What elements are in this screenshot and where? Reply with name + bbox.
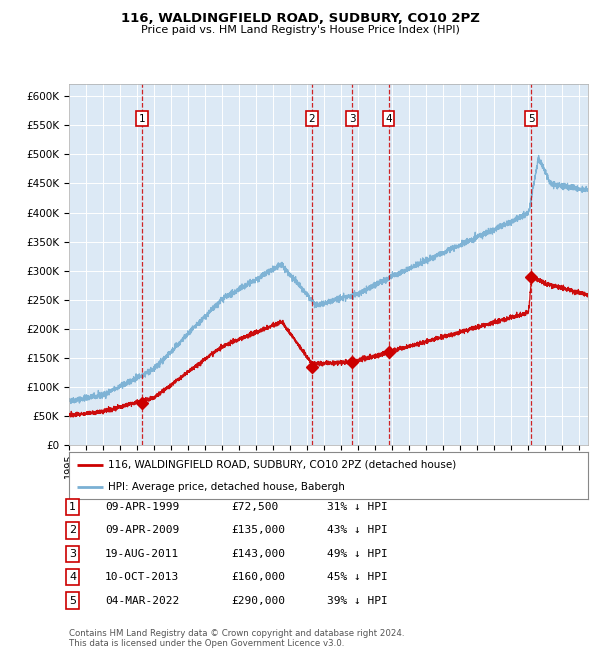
Text: £135,000: £135,000 bbox=[231, 525, 285, 536]
Text: 45% ↓ HPI: 45% ↓ HPI bbox=[327, 572, 388, 582]
Text: 04-MAR-2022: 04-MAR-2022 bbox=[105, 595, 179, 606]
Text: 31% ↓ HPI: 31% ↓ HPI bbox=[327, 502, 388, 512]
Text: 1: 1 bbox=[69, 502, 76, 512]
Text: 3: 3 bbox=[69, 549, 76, 559]
Text: 19-AUG-2011: 19-AUG-2011 bbox=[105, 549, 179, 559]
Text: 4: 4 bbox=[69, 572, 76, 582]
Text: 1: 1 bbox=[139, 114, 145, 124]
Text: 09-APR-2009: 09-APR-2009 bbox=[105, 525, 179, 536]
Text: 2: 2 bbox=[308, 114, 315, 124]
Text: 10-OCT-2013: 10-OCT-2013 bbox=[105, 572, 179, 582]
Text: £160,000: £160,000 bbox=[231, 572, 285, 582]
Text: 3: 3 bbox=[349, 114, 355, 124]
Text: 5: 5 bbox=[528, 114, 535, 124]
Text: 43% ↓ HPI: 43% ↓ HPI bbox=[327, 525, 388, 536]
Text: 116, WALDINGFIELD ROAD, SUDBURY, CO10 2PZ: 116, WALDINGFIELD ROAD, SUDBURY, CO10 2P… bbox=[121, 12, 479, 25]
Text: £143,000: £143,000 bbox=[231, 549, 285, 559]
Text: 09-APR-1999: 09-APR-1999 bbox=[105, 502, 179, 512]
Text: 4: 4 bbox=[385, 114, 392, 124]
Text: 116, WALDINGFIELD ROAD, SUDBURY, CO10 2PZ (detached house): 116, WALDINGFIELD ROAD, SUDBURY, CO10 2P… bbox=[108, 460, 456, 469]
Text: £290,000: £290,000 bbox=[231, 595, 285, 606]
Text: £72,500: £72,500 bbox=[231, 502, 278, 512]
Text: Price paid vs. HM Land Registry's House Price Index (HPI): Price paid vs. HM Land Registry's House … bbox=[140, 25, 460, 34]
Text: 49% ↓ HPI: 49% ↓ HPI bbox=[327, 549, 388, 559]
Text: 5: 5 bbox=[69, 595, 76, 606]
Text: 39% ↓ HPI: 39% ↓ HPI bbox=[327, 595, 388, 606]
Text: HPI: Average price, detached house, Babergh: HPI: Average price, detached house, Babe… bbox=[108, 482, 345, 492]
Text: Contains HM Land Registry data © Crown copyright and database right 2024.
This d: Contains HM Land Registry data © Crown c… bbox=[69, 629, 404, 648]
Text: 2: 2 bbox=[69, 525, 76, 536]
